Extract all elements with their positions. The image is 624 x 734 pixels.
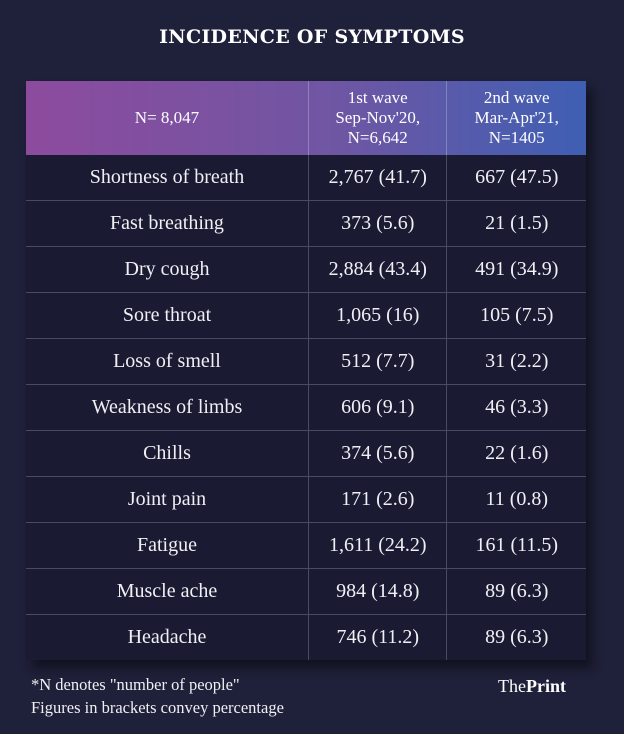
symptom-cell: Sore throat: [122, 304, 212, 326]
table-row: Sore throat 1,065 (16) 105 (7.5): [26, 292, 586, 338]
theprint-logo: ThePrint: [498, 676, 566, 697]
header-cell-0: N= 8,047: [26, 81, 308, 155]
symptoms-table: N= 8,047 1st wave Sep-Nov'20, N=6,642 2nd wa…: [26, 81, 586, 660]
symptom-cell: Joint pain: [127, 488, 207, 510]
second-wave-cell: 667 (47.5): [446, 155, 586, 200]
footnotes: *N denotes "number of people" Figures in…: [31, 673, 284, 719]
table-row: Fatigue 1,611 (24.2) 161 (11.5): [26, 522, 586, 568]
first-wave-cell: 1,065 (16): [307, 293, 447, 338]
header-line: N=1405: [488, 128, 545, 147]
header-line: Sep-Nov'20,: [335, 108, 421, 127]
symptom-cell: Fast breathing: [110, 212, 224, 234]
first-wave-cell: 373 (5.6): [307, 201, 447, 246]
header-line: Mar-Apr'21,: [474, 108, 559, 127]
first-wave-cell: 374 (5.6): [307, 431, 447, 476]
second-wave-cell: 89 (6.3): [446, 569, 586, 614]
second-wave-cell: 46 (3.3): [446, 385, 586, 430]
table-row: Muscle ache 984 (14.8) 89 (6.3): [26, 568, 586, 614]
table-header: N= 8,047 1st wave Sep-Nov'20, N=6,642 2nd wa…: [26, 81, 586, 155]
first-wave-cell: 746 (11.2): [307, 615, 447, 660]
symptom-cell: Headache: [127, 626, 207, 648]
footnote-n: *N denotes "number of people": [31, 675, 240, 694]
second-wave-cell: 161 (11.5): [446, 523, 586, 568]
second-wave-cell: 491 (34.9): [446, 247, 586, 292]
table-row: Shortness of breath 2,767 (41.7) 667 (47.5…: [26, 155, 586, 200]
logo-pre: The: [498, 676, 526, 696]
symptom-cell: Muscle ache: [116, 580, 218, 602]
second-wave-cell: 22 (1.6): [446, 431, 586, 476]
table-row: Dry cough 2,884 (43.4) 491 (34.9): [26, 246, 586, 292]
header-cell-2: 2nd wave Mar-Apr'21, N=1405: [446, 81, 586, 155]
header-line: 1st wave: [347, 88, 408, 107]
symptom-cell: Loss of smell: [113, 350, 221, 372]
symptom-cell: Shortness of breath: [89, 166, 245, 188]
first-wave-cell: 2,884 (43.4): [307, 247, 447, 292]
second-wave-cell: 31 (2.2): [446, 339, 586, 384]
second-wave-cell: 105 (7.5): [446, 293, 586, 338]
first-wave-cell: 984 (14.8): [307, 569, 447, 614]
table-row: Joint pain 171 (2.6) 11 (0.8): [26, 476, 586, 522]
header-cell-1: 1st wave Sep-Nov'20, N=6,642: [307, 81, 447, 155]
table-body: Shortness of breath 2,767 (41.7) 667 (47.5…: [26, 155, 586, 660]
header-line: N=6,642: [347, 128, 408, 147]
table-row: Chills 374 (5.6) 22 (1.6): [26, 430, 586, 476]
symptom-cell: Fatigue: [136, 534, 197, 556]
footnote-brackets: Figures in brackets convey percentage: [31, 698, 284, 717]
header-line: 2nd wave: [483, 88, 550, 107]
first-wave-cell: 1,611 (24.2): [307, 523, 447, 568]
logo-bold: Print: [525, 676, 566, 696]
first-wave-cell: 512 (7.7): [307, 339, 447, 384]
second-wave-cell: 89 (6.3): [446, 615, 586, 660]
table-row: Weakness of limbs 606 (9.1) 46 (3.3): [26, 384, 586, 430]
table-row: Headache 746 (11.2) 89 (6.3): [26, 614, 586, 660]
header-line: N= 8,047: [134, 108, 200, 127]
second-wave-cell: 21 (1.5): [446, 201, 586, 246]
second-wave-cell: 11 (0.8): [446, 477, 586, 522]
symptom-cell: Chills: [143, 442, 191, 464]
first-wave-cell: 2,767 (41.7): [307, 155, 447, 200]
chart-title: INCIDENCE OF SYMPTOMS: [159, 26, 465, 48]
symptom-cell: Weakness of limbs: [91, 396, 243, 418]
table-row: Loss of smell 512 (7.7) 31 (2.2): [26, 338, 586, 384]
first-wave-cell: 171 (2.6): [307, 477, 447, 522]
first-wave-cell: 606 (9.1): [307, 385, 447, 430]
symptom-cell: Dry cough: [124, 258, 210, 280]
table-row: Fast breathing 373 (5.6) 21 (1.5): [26, 200, 586, 246]
